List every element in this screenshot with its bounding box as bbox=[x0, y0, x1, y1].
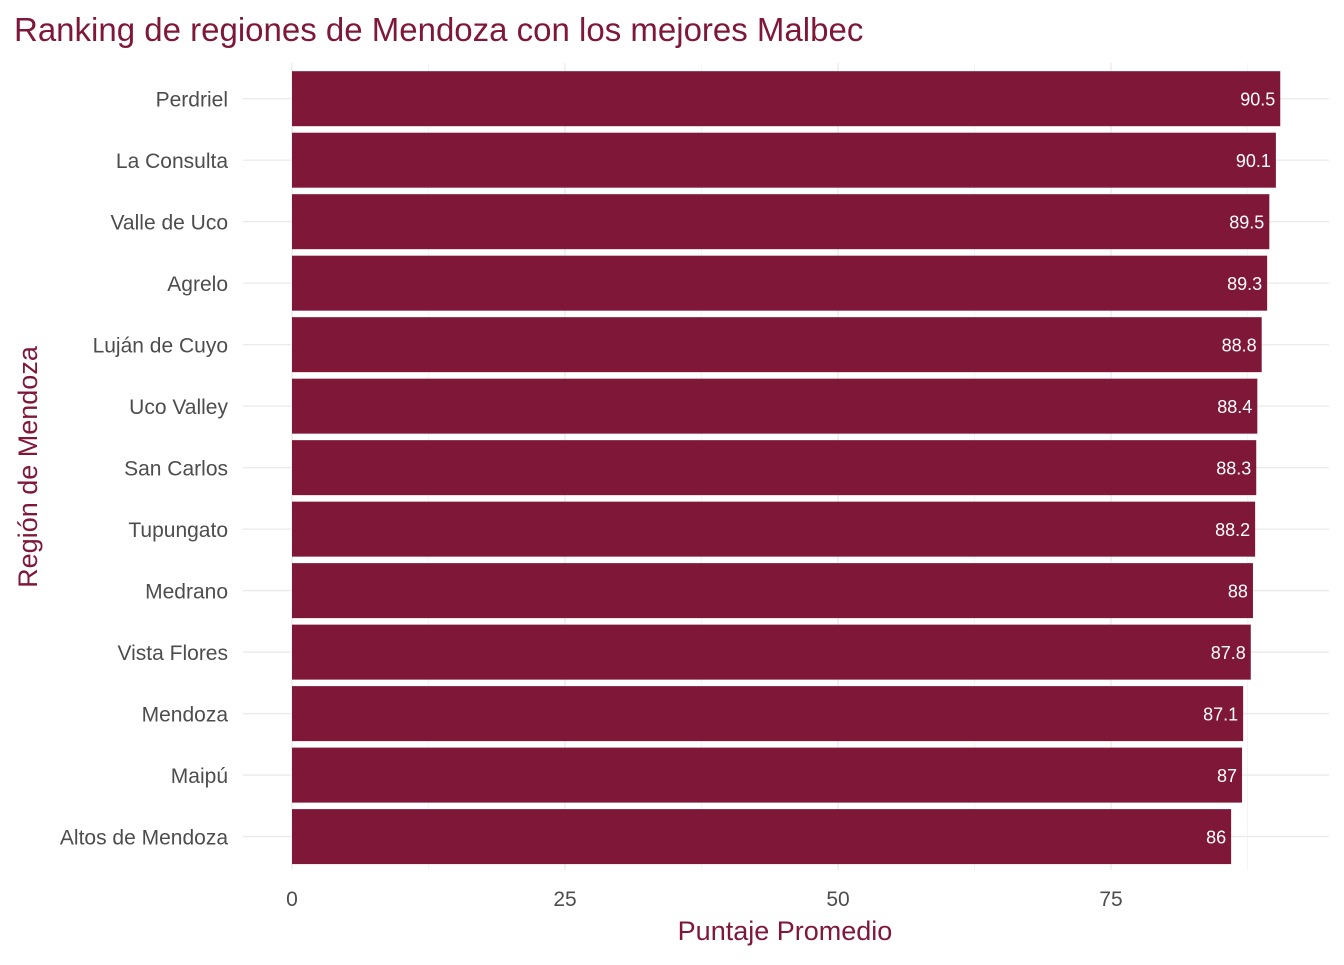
bar bbox=[292, 194, 1270, 250]
y-tick-label: Agrelo bbox=[167, 273, 228, 296]
x-tick-label: 75 bbox=[1099, 888, 1122, 911]
bar-value-label: 88.3 bbox=[1216, 459, 1251, 479]
bar bbox=[292, 624, 1251, 680]
x-tick-label: 50 bbox=[826, 888, 849, 911]
bar bbox=[292, 71, 1281, 127]
bar bbox=[292, 440, 1257, 496]
y-tick-label: Perdriel bbox=[156, 89, 228, 112]
bar bbox=[292, 317, 1262, 373]
y-axis-ticks: Perdriel La Consulta Valle de Uco Agrelo Luj… bbox=[60, 89, 229, 850]
data-labels: 90.5 90.1 89.5 89.3 88.8 88.4 88.3 88.2 88 87.8 87… bbox=[1203, 90, 1275, 848]
y-tick-label: Valle de Uco bbox=[110, 212, 228, 235]
x-tick-label: 0 bbox=[286, 888, 298, 911]
bar-value-label: 87.1 bbox=[1203, 705, 1238, 725]
bar-value-label: 88 bbox=[1228, 582, 1248, 602]
x-tick-label: 25 bbox=[553, 888, 576, 911]
bar-value-label: 87.8 bbox=[1211, 643, 1246, 663]
bar-value-label: 90.5 bbox=[1240, 90, 1275, 110]
y-axis-title: Región de Mendoza bbox=[13, 345, 43, 588]
bar bbox=[292, 809, 1232, 865]
bar-value-label: 89.3 bbox=[1227, 274, 1262, 294]
y-tick-label: Uco Valley bbox=[129, 396, 228, 419]
bar-value-label: 89.5 bbox=[1229, 213, 1264, 233]
bar bbox=[292, 563, 1253, 619]
y-tick-label: San Carlos bbox=[124, 458, 228, 481]
bar-value-label: 88.2 bbox=[1215, 520, 1250, 540]
bar-value-label: 90.1 bbox=[1236, 151, 1271, 171]
bar bbox=[292, 686, 1244, 742]
bar bbox=[292, 747, 1243, 803]
bar-value-label: 88.8 bbox=[1222, 336, 1257, 356]
bar bbox=[292, 501, 1256, 557]
y-tick-label: Vista Flores bbox=[118, 642, 229, 665]
y-tick-label: Medrano bbox=[145, 581, 228, 604]
y-tick-label: La Consulta bbox=[116, 150, 228, 173]
bars bbox=[292, 71, 1281, 865]
bar bbox=[292, 132, 1276, 188]
y-tick-label: Altos de Mendoza bbox=[60, 827, 228, 850]
x-axis-ticks: 0 25 50 75 bbox=[286, 888, 1123, 911]
y-tick-label: Luján de Cuyo bbox=[93, 335, 228, 358]
bar-value-label: 88.4 bbox=[1217, 397, 1252, 417]
bar-value-label: 86 bbox=[1206, 828, 1226, 848]
y-tick-label: Tupungato bbox=[128, 519, 228, 542]
x-axis-title: Puntaje Promedio bbox=[678, 916, 893, 946]
bar-value-label: 87 bbox=[1217, 766, 1237, 786]
chart-title: Ranking de regiones de Mendoza con los m… bbox=[14, 11, 863, 48]
bar bbox=[292, 378, 1258, 434]
y-tick-label: Mendoza bbox=[142, 704, 229, 727]
bar bbox=[292, 255, 1268, 311]
y-tick-label: Maipú bbox=[171, 765, 228, 788]
